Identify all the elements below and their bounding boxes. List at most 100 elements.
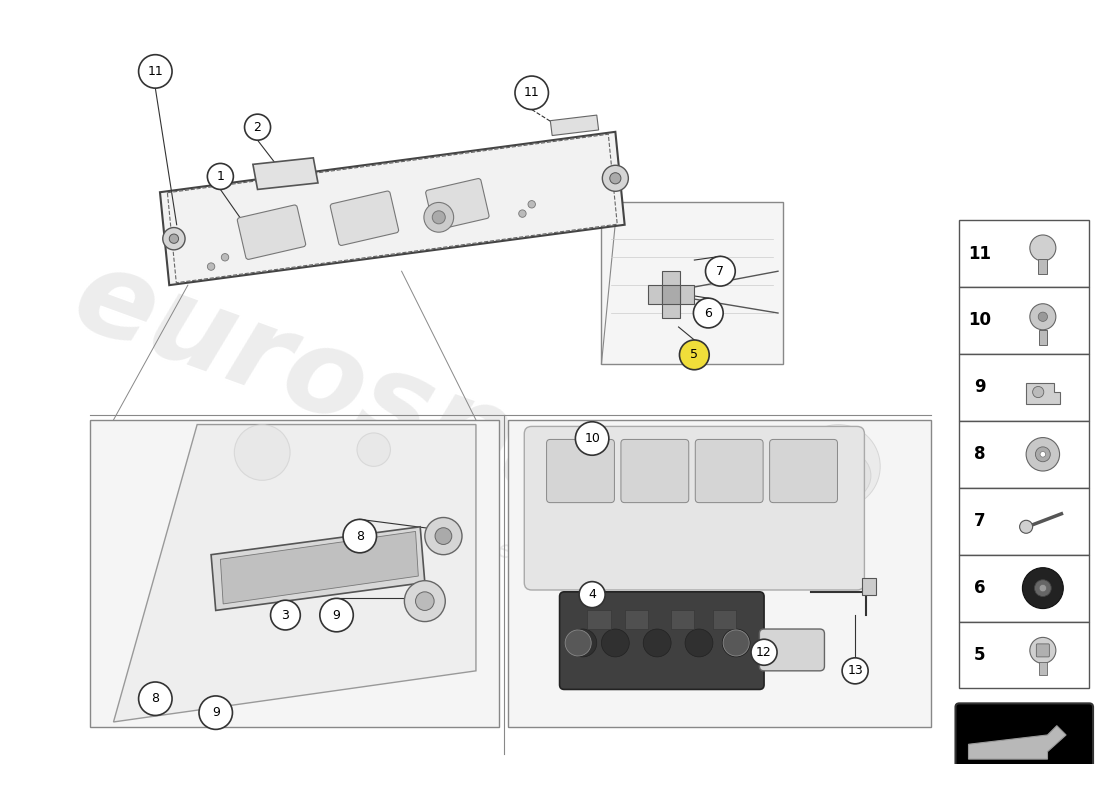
Circle shape — [358, 433, 390, 466]
Circle shape — [843, 658, 868, 684]
FancyBboxPatch shape — [330, 191, 398, 246]
Text: 12: 12 — [756, 646, 772, 658]
Bar — [959, 220, 1089, 287]
Bar — [713, 610, 736, 629]
Circle shape — [416, 592, 434, 610]
Circle shape — [680, 340, 710, 370]
Circle shape — [343, 519, 376, 553]
Circle shape — [644, 629, 671, 657]
Text: 13: 13 — [847, 664, 864, 678]
Circle shape — [1030, 638, 1056, 663]
Circle shape — [1026, 438, 1059, 471]
Circle shape — [723, 630, 749, 656]
Circle shape — [602, 629, 629, 657]
FancyBboxPatch shape — [560, 592, 764, 690]
FancyBboxPatch shape — [759, 629, 825, 671]
Circle shape — [569, 629, 597, 657]
Circle shape — [432, 211, 446, 224]
Circle shape — [199, 696, 232, 730]
Text: 9: 9 — [212, 706, 220, 719]
Text: 3: 3 — [282, 609, 289, 622]
Circle shape — [609, 173, 620, 184]
Circle shape — [796, 425, 880, 508]
Circle shape — [169, 234, 178, 243]
Text: 2: 2 — [254, 121, 262, 134]
Circle shape — [271, 600, 300, 630]
FancyBboxPatch shape — [426, 178, 490, 230]
Polygon shape — [1026, 382, 1059, 404]
Polygon shape — [550, 115, 598, 135]
FancyBboxPatch shape — [620, 439, 689, 502]
Polygon shape — [160, 132, 625, 285]
Text: 6: 6 — [704, 306, 712, 319]
Circle shape — [208, 163, 233, 190]
Bar — [959, 354, 1089, 421]
Circle shape — [575, 422, 608, 455]
Polygon shape — [968, 726, 1066, 759]
Bar — [1038, 259, 1047, 274]
Bar — [959, 287, 1089, 354]
Circle shape — [1022, 568, 1064, 609]
Circle shape — [221, 254, 229, 261]
Circle shape — [685, 629, 713, 657]
Polygon shape — [113, 425, 476, 722]
Text: 10: 10 — [968, 311, 991, 330]
Bar — [648, 285, 694, 304]
Bar — [602, 202, 782, 364]
Text: 9: 9 — [974, 378, 986, 396]
Text: 8: 8 — [974, 446, 986, 463]
FancyBboxPatch shape — [547, 439, 615, 502]
Text: 6: 6 — [974, 579, 986, 597]
Circle shape — [1030, 235, 1056, 261]
Circle shape — [693, 298, 723, 328]
Polygon shape — [220, 531, 418, 604]
FancyBboxPatch shape — [695, 439, 763, 502]
FancyBboxPatch shape — [770, 439, 837, 502]
Bar — [959, 488, 1089, 554]
Circle shape — [139, 54, 172, 88]
Text: 7: 7 — [974, 512, 986, 530]
Circle shape — [208, 263, 214, 270]
Circle shape — [1033, 386, 1044, 398]
FancyBboxPatch shape — [525, 426, 865, 590]
Bar — [1040, 330, 1046, 345]
Circle shape — [1034, 580, 1052, 597]
Circle shape — [163, 227, 185, 250]
Polygon shape — [253, 158, 318, 190]
Circle shape — [436, 528, 452, 545]
Circle shape — [825, 453, 871, 499]
Bar — [662, 285, 681, 304]
Circle shape — [565, 630, 591, 656]
Bar — [959, 622, 1089, 689]
Circle shape — [1038, 312, 1047, 322]
Circle shape — [528, 201, 536, 208]
Text: 8: 8 — [355, 530, 364, 542]
FancyBboxPatch shape — [956, 703, 1093, 793]
Circle shape — [139, 682, 172, 715]
Bar — [1040, 662, 1046, 674]
Bar — [671, 610, 694, 629]
Circle shape — [519, 210, 526, 218]
FancyBboxPatch shape — [238, 205, 306, 259]
Bar — [587, 610, 610, 629]
Circle shape — [1035, 447, 1050, 462]
Text: 11: 11 — [147, 65, 163, 78]
Bar — [959, 554, 1089, 622]
Circle shape — [723, 629, 750, 657]
Circle shape — [751, 639, 777, 666]
Text: 9: 9 — [332, 609, 341, 622]
Text: a passion for parts since 1985: a passion for parts since 1985 — [220, 437, 583, 589]
Circle shape — [234, 425, 290, 480]
Bar — [959, 421, 1089, 488]
Polygon shape — [211, 526, 425, 610]
Circle shape — [405, 581, 446, 622]
Circle shape — [603, 166, 628, 191]
Text: 7: 7 — [716, 265, 725, 278]
Circle shape — [705, 256, 735, 286]
Circle shape — [1040, 585, 1046, 592]
Circle shape — [579, 582, 605, 608]
Circle shape — [515, 76, 549, 110]
Text: 8: 8 — [152, 692, 160, 706]
Circle shape — [425, 518, 462, 554]
Text: 11: 11 — [524, 86, 540, 99]
